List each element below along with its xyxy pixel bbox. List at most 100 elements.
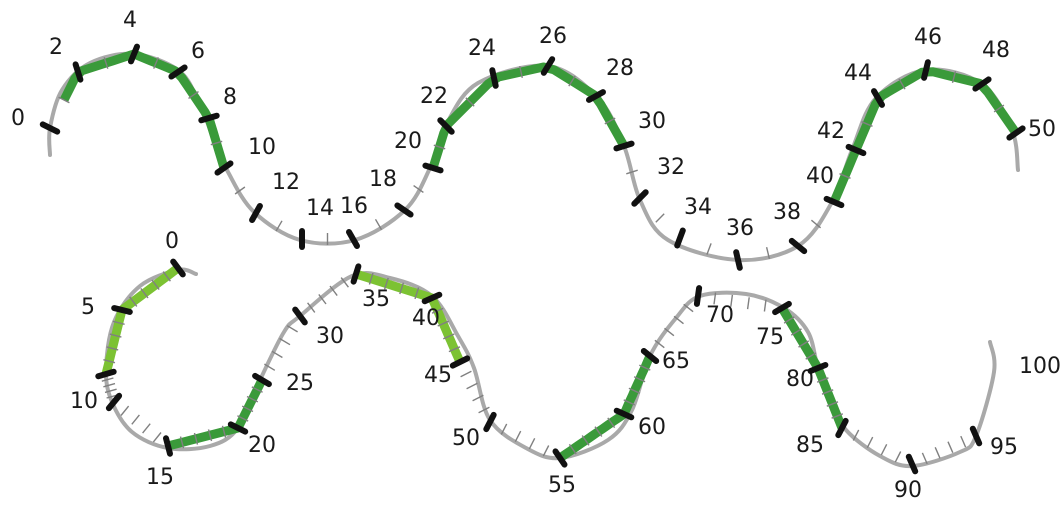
major-tick-34 bbox=[674, 227, 686, 249]
tick-label-8: 8 bbox=[223, 85, 237, 110]
major-tick-48 bbox=[972, 76, 992, 92]
minor-tick bbox=[852, 429, 860, 441]
minor-tick bbox=[152, 432, 162, 443]
minor-tick bbox=[826, 401, 839, 407]
tick-label-46: 46 bbox=[914, 25, 942, 50]
number-line-track bbox=[47, 51, 1020, 263]
number-line-track bbox=[103, 267, 997, 469]
major-tick-44 bbox=[871, 88, 885, 108]
tick-label-2: 2 bbox=[49, 35, 63, 60]
minor-tick bbox=[472, 394, 484, 402]
tick-label-5: 5 bbox=[81, 295, 95, 320]
tick-label-75: 75 bbox=[756, 325, 784, 350]
tick-label-34: 34 bbox=[684, 195, 712, 220]
major-tick-75 bbox=[693, 285, 703, 307]
highlighted-segment-1-10 bbox=[59, 49, 229, 170]
major-tick-10 bbox=[214, 160, 234, 176]
minor-tick bbox=[628, 387, 641, 394]
minor-tick bbox=[264, 363, 276, 371]
minor-tick bbox=[237, 415, 249, 422]
minor-tick bbox=[368, 272, 374, 285]
minor-tick bbox=[241, 405, 254, 413]
number-line-0-100: 0510152025303540455055606570758085909510… bbox=[70, 229, 1061, 503]
major-tick-50 bbox=[1006, 125, 1026, 141]
minor-tick bbox=[706, 243, 712, 255]
major-tick-26 bbox=[540, 56, 556, 76]
minor-tick bbox=[898, 78, 906, 90]
major-tick-4 bbox=[128, 43, 140, 65]
major-tick-30 bbox=[613, 140, 635, 152]
minor-tick bbox=[131, 414, 140, 425]
major-tick-60 bbox=[552, 448, 568, 468]
minor-tick bbox=[103, 359, 116, 364]
tick-label-44: 44 bbox=[844, 61, 872, 86]
minor-tick bbox=[437, 320, 449, 327]
tick-label-70: 70 bbox=[706, 303, 734, 328]
minor-tick bbox=[153, 57, 159, 69]
minor-tick bbox=[633, 376, 646, 383]
minor-tick bbox=[142, 423, 151, 434]
minor-tick bbox=[861, 121, 873, 127]
tick-label-15: 15 bbox=[146, 465, 174, 490]
tick-label-60: 60 bbox=[638, 415, 666, 440]
major-tick-2 bbox=[72, 61, 84, 83]
minor-tick bbox=[374, 218, 383, 231]
minor-tick bbox=[210, 140, 223, 146]
major-tick-12 bbox=[249, 203, 263, 223]
tick-label-0: 0 bbox=[11, 106, 25, 131]
minor-tick bbox=[460, 370, 472, 378]
minor-tick bbox=[604, 117, 616, 125]
tick-label-100: 100 bbox=[1019, 354, 1061, 379]
minor-tick bbox=[286, 325, 298, 333]
minor-tick bbox=[151, 279, 160, 291]
minor-tick bbox=[581, 435, 590, 446]
minor-tick bbox=[112, 320, 125, 325]
major-tick-20 bbox=[163, 435, 173, 457]
minor-tick bbox=[798, 340, 810, 348]
minor-tick bbox=[639, 364, 651, 371]
minor-tick bbox=[465, 97, 475, 107]
tick-label-0: 0 bbox=[165, 229, 179, 254]
minor-tick bbox=[623, 399, 635, 406]
minor-tick bbox=[880, 443, 888, 456]
minor-tick bbox=[193, 432, 199, 445]
minor-tick bbox=[790, 328, 802, 336]
major-tick-90 bbox=[835, 417, 849, 439]
minor-tick bbox=[655, 213, 665, 223]
minor-tick bbox=[246, 395, 259, 403]
minor-tick bbox=[383, 277, 389, 290]
minor-tick bbox=[279, 337, 291, 346]
minor-tick bbox=[234, 186, 246, 195]
minor-tick bbox=[106, 346, 119, 351]
minor-tick bbox=[519, 65, 523, 79]
tick-label-25: 25 bbox=[286, 371, 314, 396]
major-tick-25 bbox=[227, 421, 249, 435]
minor-tick bbox=[831, 413, 844, 419]
major-tick-46 bbox=[921, 59, 931, 81]
tick-label-95: 95 bbox=[990, 435, 1018, 460]
minor-tick bbox=[179, 436, 185, 449]
minor-tick bbox=[101, 377, 114, 382]
minor-tick bbox=[104, 388, 117, 394]
major-tick-40 bbox=[350, 263, 362, 285]
major-tick-20 bbox=[422, 162, 444, 174]
major-tick-28 bbox=[586, 89, 606, 103]
major-tick-40 bbox=[823, 195, 845, 209]
major-tick-100 bbox=[969, 425, 983, 447]
major-tick-65 bbox=[613, 407, 635, 421]
tick-label-36: 36 bbox=[726, 216, 754, 241]
major-tick-50 bbox=[449, 355, 471, 369]
tick-label-32: 32 bbox=[657, 155, 685, 180]
minor-tick bbox=[120, 405, 130, 416]
major-tick-70 bbox=[640, 348, 660, 364]
tick-label-90: 90 bbox=[894, 478, 922, 503]
major-tick-5 bbox=[111, 305, 133, 315]
major-tick-95 bbox=[905, 453, 919, 475]
minor-tick bbox=[568, 75, 576, 87]
minor-tick bbox=[251, 386, 263, 393]
tick-label-40: 40 bbox=[412, 306, 440, 331]
minor-tick bbox=[805, 352, 817, 360]
minor-tick bbox=[340, 277, 349, 288]
